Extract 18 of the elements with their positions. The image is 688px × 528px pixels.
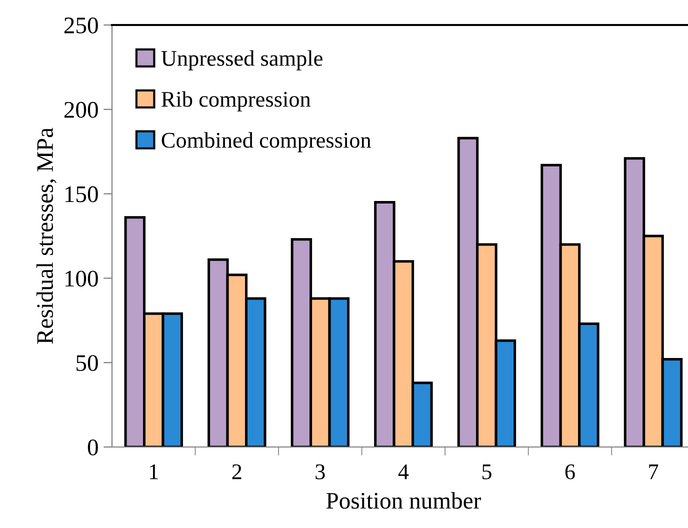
x-tick-label: 4 xyxy=(398,464,409,480)
x-tick-label: 2 xyxy=(232,464,242,480)
y-tick-label: 200 xyxy=(64,102,98,118)
y-tick-label: 250 xyxy=(64,17,98,34)
legend-label: Unpressed sample xyxy=(161,50,322,70)
x-tick-label: 7 xyxy=(649,464,658,480)
legend-label: Combined compression xyxy=(162,132,372,152)
y-tick-label: 0 xyxy=(88,439,98,456)
x-tick-label: 6 xyxy=(565,464,575,480)
y-tick-label: 100 xyxy=(65,270,98,287)
legend-label: Rib compression xyxy=(162,91,311,112)
y-axis-title: Residual stresses, MPa xyxy=(36,128,56,344)
x-tick-label: 5 xyxy=(482,464,492,480)
x-axis-title: Position number xyxy=(326,492,481,509)
y-tick-label: 150 xyxy=(65,186,98,202)
x-tick-label: 1 xyxy=(150,464,158,480)
x-tick-label: 3 xyxy=(316,464,325,480)
y-tick-label: 50 xyxy=(76,355,98,372)
